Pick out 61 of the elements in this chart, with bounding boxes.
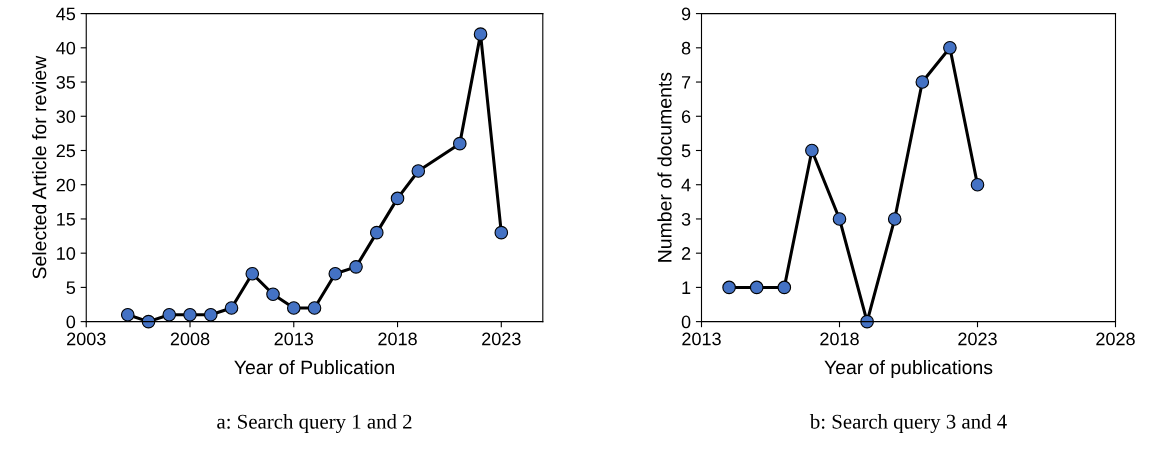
y-tick-label: 0 bbox=[66, 315, 76, 329]
point bbox=[286, 301, 301, 315]
point bbox=[162, 307, 177, 322]
point bbox=[943, 41, 957, 55]
point bbox=[805, 143, 819, 158]
y-tick-label: 15 bbox=[57, 213, 76, 226]
x-tick-label: 2023 bbox=[482, 332, 521, 346]
point bbox=[390, 191, 405, 206]
point bbox=[369, 225, 384, 240]
y-tick-label: 0 bbox=[681, 315, 691, 329]
text: a: Search query 1 and 2 bbox=[217, 414, 412, 433]
x-tick-label: 2013 bbox=[682, 332, 721, 346]
point bbox=[887, 212, 902, 226]
point bbox=[832, 212, 847, 226]
x-tick-label: 2003 bbox=[67, 332, 106, 346]
y-tick-label: 40 bbox=[56, 41, 76, 55]
y-tick-label: 4 bbox=[681, 178, 691, 192]
point bbox=[266, 287, 280, 302]
y-tick-label: 7 bbox=[681, 76, 691, 89]
point bbox=[494, 225, 509, 240]
y-tick-label: 5 bbox=[66, 281, 76, 295]
point bbox=[411, 164, 426, 178]
point bbox=[245, 266, 260, 281]
y-tick-label: 20 bbox=[56, 178, 76, 192]
point bbox=[452, 136, 467, 151]
point bbox=[203, 307, 218, 322]
text: b: Search query 3 and 4 bbox=[809, 414, 1007, 433]
point bbox=[777, 280, 792, 295]
point bbox=[224, 301, 239, 315]
point bbox=[183, 307, 197, 322]
point bbox=[915, 75, 930, 89]
y-tick-label: 5 bbox=[681, 144, 691, 158]
y-axis-title: Selected Article for review bbox=[32, 55, 47, 279]
point bbox=[328, 266, 343, 281]
x-tick-label: 2018 bbox=[820, 332, 859, 346]
point bbox=[473, 27, 488, 41]
y-tick-label: 8 bbox=[681, 41, 691, 55]
y-tick-label: 25 bbox=[56, 144, 76, 158]
y-tick-label: 3 bbox=[681, 212, 691, 226]
x-tick-label: 2013 bbox=[274, 332, 314, 346]
x-tick-label: 2023 bbox=[958, 332, 997, 346]
point bbox=[722, 280, 736, 295]
y-tick-label: 9 bbox=[681, 7, 691, 21]
x-tick-label: 2018 bbox=[378, 332, 417, 346]
y-axis-title: Number of documents bbox=[657, 72, 672, 262]
point bbox=[349, 260, 363, 274]
y-tick-label: 2 bbox=[681, 247, 691, 260]
point bbox=[307, 301, 322, 315]
point bbox=[970, 177, 985, 192]
y-tick-label: 35 bbox=[56, 75, 76, 89]
x-tick-label: 2008 bbox=[170, 332, 210, 346]
point bbox=[120, 307, 135, 322]
y-tick-label: 1 bbox=[682, 281, 691, 294]
x-axis-title: Year of Publication bbox=[234, 359, 394, 375]
x-axis-title: Year of publications bbox=[824, 359, 993, 379]
point bbox=[749, 280, 764, 295]
y-tick-label: 10 bbox=[57, 247, 76, 260]
y-tick-label: 6 bbox=[681, 110, 691, 123]
x-tick-label: 2028 bbox=[1096, 332, 1135, 346]
y-tick-label: 45 bbox=[56, 7, 76, 21]
y-tick-label: 30 bbox=[56, 110, 76, 123]
